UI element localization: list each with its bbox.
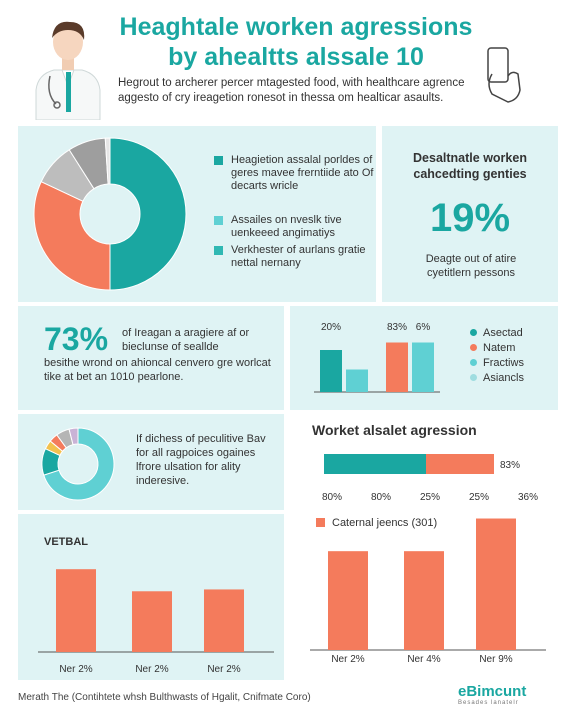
- brand-logo: eBimcunt Besades lanatelr: [458, 683, 568, 707]
- donut-slice: [43, 427, 115, 501]
- verbal-bars-panel: VETBAL Ner 2% Ner 2% Ner 2%: [18, 514, 284, 680]
- legend-label: Verkhester of aurlans gratie nettal nern…: [231, 244, 366, 269]
- brand-subtitle: Besades lanatelr: [458, 700, 519, 706]
- legend-item: Assailes on nveslk tive uenkeeed angimat…: [214, 214, 374, 240]
- end-data-label: 83%: [500, 460, 520, 471]
- legend-label: Asiancls: [483, 372, 524, 384]
- legend-dot: [470, 359, 477, 366]
- doctor-illustration: [35, 21, 101, 120]
- small-bar-chart: 20% 83% 6%: [314, 322, 440, 393]
- legend-dot: [470, 329, 477, 336]
- tick-label: 25%: [469, 492, 489, 503]
- legend-label: Natem: [483, 342, 516, 354]
- footer-note: Merath The (Contihtete whsh Bulthwasts o…: [18, 692, 311, 703]
- bar-data-label: 6%: [416, 322, 431, 333]
- stacked-bar-chart: 83% 80% 80% 25% 25% 36%: [322, 454, 538, 503]
- tick-label: 80%: [371, 492, 391, 503]
- stat-panel-19: Desaltnatle worken cahcedting genties 19…: [382, 126, 558, 302]
- section-title: Worket alsalet agression: [312, 422, 477, 438]
- bar: [132, 591, 172, 652]
- donut-note: If dichess of peculitive Bav for all rag…: [136, 433, 266, 487]
- stacked-bar-section: Worket alsalet agression 83% 80% 80% 25% 25%…: [290, 414, 558, 510]
- small-donut-chart: [41, 427, 115, 501]
- donut-slice: [109, 137, 187, 291]
- caternal-bar-chart: Ner 2% Ner 4% Ner 9% Caternal jeencs (301): [310, 517, 546, 665]
- legend-label: Asectad: [483, 327, 523, 339]
- donut-slice: [104, 137, 111, 185]
- brand-name: eBimcunt: [458, 683, 527, 700]
- tick-label: Ner 2%: [331, 654, 364, 665]
- intro-text: Hegrout to archerer percer mtagested foo…: [118, 77, 465, 104]
- bar: [346, 369, 368, 392]
- legend-label: Assailes on nveslk tive uenkeeed angimat…: [231, 214, 342, 239]
- chart-title: Caternal jeencs (301): [332, 517, 437, 529]
- legend-dot: [470, 374, 477, 381]
- stacked-segment: [324, 454, 426, 474]
- legend-item: Verkhester of aurlans gratie nettal nern…: [214, 244, 374, 270]
- tick-label: Ner 4%: [407, 654, 440, 665]
- legend-label: Heagietion assalal porldes of geres mave…: [231, 154, 374, 192]
- bar: [56, 569, 96, 652]
- stat-text-long: besithe wrond on ahioncal cenvero gre wo…: [44, 357, 271, 383]
- legend-swatch: [214, 216, 223, 225]
- legend-swatch: [214, 156, 223, 165]
- tick-label: 36%: [518, 492, 538, 503]
- legend-item: Natem: [470, 341, 556, 356]
- caternal-bars-section: Ner 2% Ner 4% Ner 9% Caternal jeencs (301): [290, 514, 558, 680]
- main-donut-chart: [33, 137, 187, 291]
- bar: [412, 342, 434, 392]
- bar: [386, 342, 408, 392]
- stacked-segment: [426, 454, 494, 474]
- legend-swatch: [214, 246, 223, 255]
- donut-panel: Heagietion assalal porldes of geres mave…: [18, 126, 376, 302]
- bar: [404, 551, 444, 650]
- stat-panel-73: 73% of Ireagan a aragiere af or biecluns…: [18, 306, 284, 410]
- legend-label: Fractiws: [483, 357, 524, 369]
- tick-label: Ner 2%: [135, 664, 168, 675]
- legend-swatch: [316, 518, 325, 527]
- section-label: VETBAL: [44, 536, 88, 548]
- bar: [204, 589, 244, 652]
- stat-text-short: of Ireagan a aragiere af or bieclunse of…: [122, 327, 250, 353]
- tick-label: 25%: [420, 492, 440, 503]
- tick-label: 80%: [322, 492, 342, 503]
- bar: [476, 518, 516, 650]
- small-donut-panel: If dichess of peculitive Bav for all rag…: [18, 414, 284, 510]
- page-title: Heaghtale worken agressions by ahealtts …: [119, 13, 473, 71]
- bar-legend: Asectad Natem Fractiws Asiancls: [470, 326, 556, 386]
- donut-slice: [68, 427, 79, 446]
- donut-slice: [33, 180, 111, 291]
- bar: [328, 551, 368, 650]
- verbal-bar-chart: Ner 2% Ner 2% Ner 2%: [38, 569, 274, 675]
- bar-data-label: 83%: [387, 322, 407, 333]
- legend-dot: [470, 344, 477, 351]
- stat-title: Desaltnatle worken cahcedting genties: [413, 151, 527, 181]
- stat-percent: 19%: [429, 196, 511, 240]
- bar-legend-panel: 20% 83% 6% Asectad Natem Fractiws Asiancls: [290, 306, 558, 410]
- tick-label: Ner 2%: [207, 664, 240, 675]
- bar: [320, 350, 342, 392]
- stat-percent: 73%: [44, 321, 109, 357]
- legend-item: Asectad: [470, 326, 556, 341]
- stat-caption: Deagte out of atire cyetitlern pessons: [425, 253, 517, 279]
- tick-label: Ner 9%: [479, 654, 512, 665]
- legend-item: Heagietion assalal porldes of geres mave…: [214, 154, 374, 193]
- legend-item: Fractiws: [470, 356, 556, 371]
- legend-item: Asiancls: [470, 371, 556, 386]
- bar-data-label: 20%: [321, 322, 341, 333]
- tick-label: Ner 2%: [59, 664, 92, 675]
- phone-hand-icon: [487, 47, 521, 103]
